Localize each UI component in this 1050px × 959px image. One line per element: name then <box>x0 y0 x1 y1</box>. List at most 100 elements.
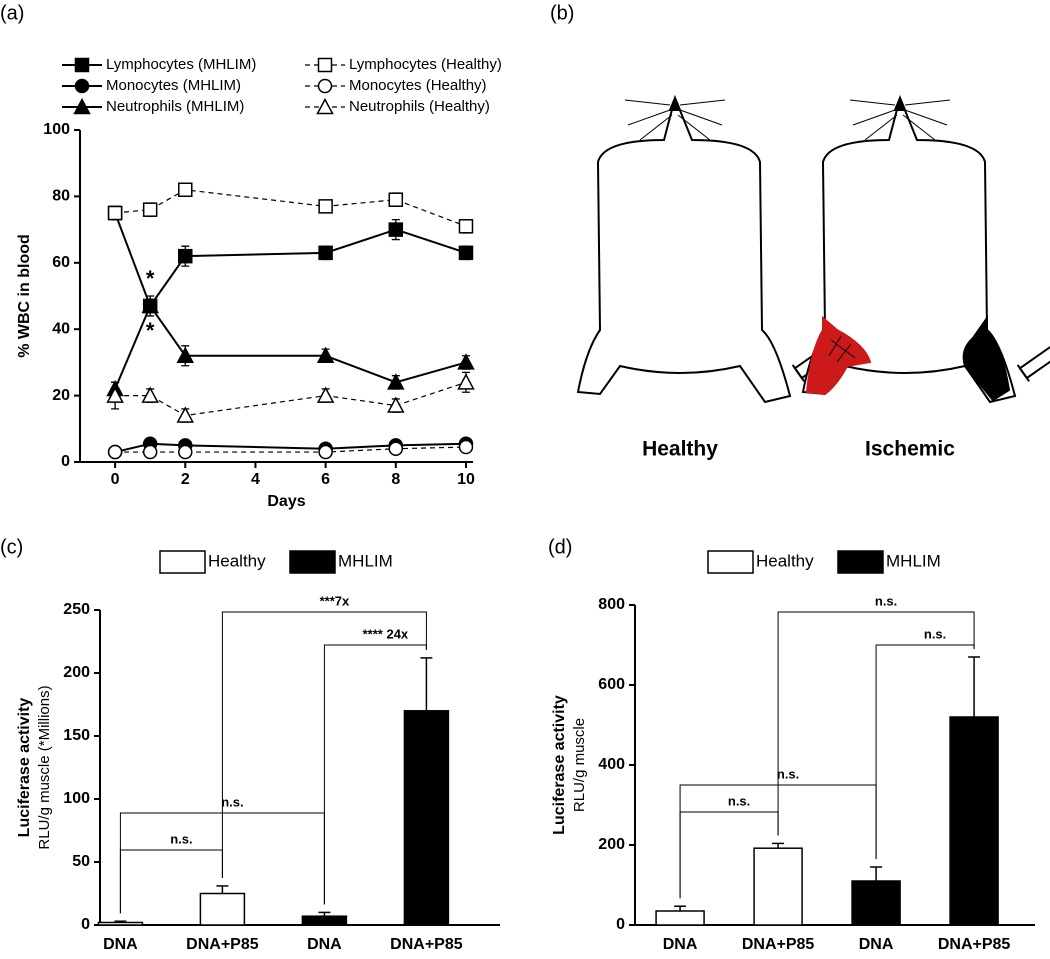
legend-label: Monocytes (MHLIM) <box>106 77 241 94</box>
significance-bracket <box>323 644 427 905</box>
mouse-ischemic <box>801 94 1050 404</box>
significance-label: n.s. <box>170 831 192 846</box>
y-tick-label: 40 <box>52 320 70 337</box>
marker <box>387 396 405 413</box>
significance-label: n.s. <box>221 794 243 809</box>
marker <box>178 444 193 460</box>
bar <box>949 716 999 926</box>
y-axis-sublabel: RLU/g muscle (*Millions) <box>36 685 53 849</box>
bar <box>655 910 705 926</box>
marker <box>141 296 159 314</box>
x-tick-label: 2 <box>181 471 190 488</box>
marker <box>316 346 335 364</box>
y-tick-label: 150 <box>63 727 90 744</box>
panel-label: (a) <box>0 2 24 24</box>
significance-label: n.s. <box>875 593 897 608</box>
x-tick-label: 6 <box>321 471 330 488</box>
x-axis-label: Days <box>267 493 305 510</box>
series-line <box>114 303 467 390</box>
marker <box>141 386 159 403</box>
y-tick-label: 0 <box>61 453 70 470</box>
y-tick-label: 400 <box>598 756 625 773</box>
y-tick-label: 600 <box>598 676 625 693</box>
x-tick-label: 4 <box>251 471 260 488</box>
marker <box>457 353 475 370</box>
bar <box>97 921 144 926</box>
legend-label: Healthy <box>756 551 814 570</box>
significance-bracket <box>875 644 975 859</box>
legend-marker <box>316 97 334 115</box>
y-tick-label: 0 <box>81 916 90 933</box>
legend-label: MHLIM <box>338 551 393 570</box>
significance-label: n.s. <box>777 766 799 781</box>
y-tick-label: 250 <box>63 601 90 618</box>
bar <box>753 847 803 926</box>
marker <box>107 205 123 221</box>
legend-marker <box>74 57 90 73</box>
significance-label: n.s. <box>728 793 750 808</box>
marker <box>388 192 404 207</box>
series-line <box>114 212 467 309</box>
legend-label: Lymphocytes (Healthy) <box>349 56 502 73</box>
significance-bracket <box>221 611 427 878</box>
legend-marker <box>73 97 91 115</box>
annotation: * <box>146 266 155 291</box>
significance-label: **** 24x <box>363 626 409 641</box>
series-line <box>115 381 467 417</box>
marker <box>318 245 333 261</box>
annotation: * <box>146 318 155 343</box>
marker <box>178 182 193 198</box>
x-tick-label: DNA+P85 <box>186 936 259 953</box>
legend-label: MHLIM <box>886 551 941 570</box>
x-tick-label: 10 <box>457 471 475 488</box>
marker <box>318 444 333 460</box>
significance-label: ***7x <box>320 593 350 608</box>
bar <box>403 710 450 926</box>
legend-label: Lymphocytes (MHLIM) <box>106 56 256 73</box>
marker <box>142 202 158 217</box>
x-tick-label: DNA <box>859 936 894 953</box>
legend-label: Monocytes (Healthy) <box>349 77 487 94</box>
mouse-label: Ischemic <box>865 438 955 461</box>
x-tick-label: DNA <box>307 936 342 953</box>
marker <box>458 245 474 261</box>
panel-label: (c) <box>0 536 23 558</box>
mouse-diagram: (b) Healthy Ischemic <box>550 2 1050 461</box>
y-tick-label: 20 <box>52 387 70 404</box>
marker <box>176 406 195 423</box>
y-tick-label: 100 <box>43 121 70 138</box>
marker <box>178 248 193 264</box>
bar <box>199 892 246 926</box>
panel-label: (b) <box>550 2 574 24</box>
panel-label: (d) <box>548 536 572 558</box>
x-tick-label: DNA+P85 <box>938 936 1011 953</box>
y-tick-label: 60 <box>52 254 70 271</box>
marker <box>458 439 474 455</box>
legend-swatch <box>707 550 754 574</box>
legend-marker <box>317 57 333 73</box>
legend-marker <box>317 78 333 94</box>
marker <box>142 444 158 460</box>
significance-label: n.s. <box>924 626 946 641</box>
x-tick-label: DNA <box>663 936 698 953</box>
bar <box>301 915 348 926</box>
x-tick-label: DNA <box>103 936 138 953</box>
y-tick-label: 800 <box>598 596 625 613</box>
legend-swatch <box>159 550 206 574</box>
y-tick-label: 200 <box>598 836 625 853</box>
y-axis-label: Luciferase activity <box>16 698 33 838</box>
mouse-label: Healthy <box>642 438 718 461</box>
axis <box>79 130 473 463</box>
legend-marker <box>74 78 90 94</box>
mouse-healthy <box>576 94 849 404</box>
y-tick-label: 0 <box>616 916 625 933</box>
marker <box>457 373 475 390</box>
marker <box>106 386 124 403</box>
x-tick-label: DNA+P85 <box>390 936 463 953</box>
significance-bracket <box>777 611 975 836</box>
marker <box>176 346 195 364</box>
marker <box>388 441 404 456</box>
legend-swatch <box>837 550 884 574</box>
x-tick-label: 0 <box>111 471 120 488</box>
